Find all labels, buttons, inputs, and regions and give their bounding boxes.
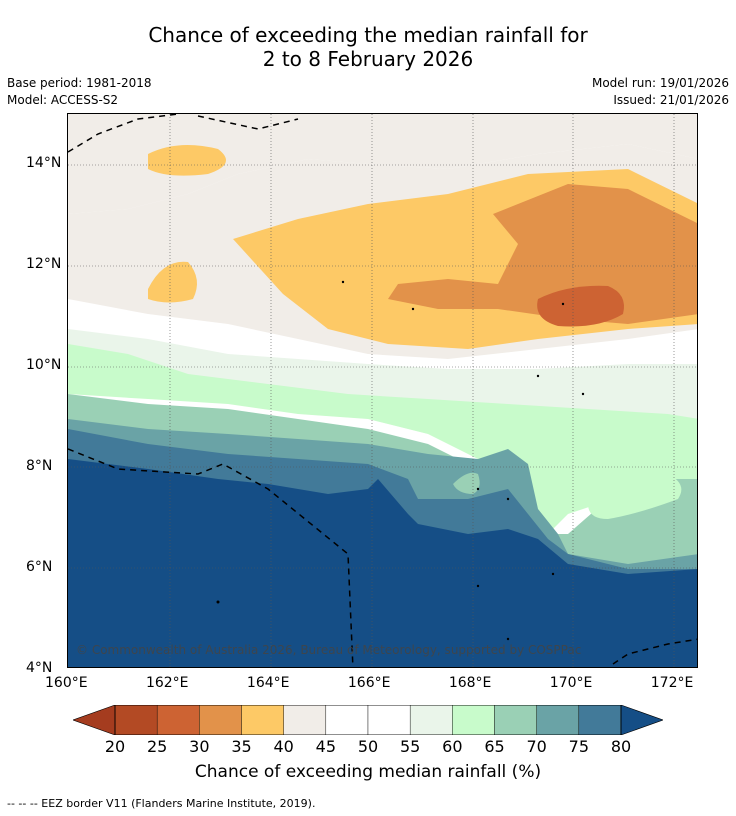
colorbar-tick-label: 25 <box>146 737 168 756</box>
map-canvas <box>68 114 697 667</box>
latitude-label: 10°N <box>26 357 62 374</box>
longitude-label: 164°E <box>246 675 290 691</box>
colorbar-cell <box>199 705 242 735</box>
title-line-2: 2 to 8 February 2026 <box>262 47 474 71</box>
contour-60-island-east <box>588 474 682 519</box>
model-run-text: Model run: 19/01/2026 <box>591 76 729 90</box>
contour-60-65-band <box>68 344 697 534</box>
colorbar-tick-label: 30 <box>189 737 210 756</box>
issued-text: Issued: 21/01/2026 <box>613 93 729 107</box>
latitude-label: 8°N <box>26 458 53 475</box>
contour-55-60-band <box>68 329 697 459</box>
colorbar-tick-label: 70 <box>526 737 547 756</box>
contour-30-35-band <box>388 184 697 324</box>
colorbar-low-arrow <box>73 705 116 735</box>
colorbar-tick-label: 50 <box>357 737 379 756</box>
colorbar-high-arrow <box>620 705 663 735</box>
contour-35-island-north <box>148 145 226 176</box>
colorbar-cell <box>578 705 622 735</box>
colorbar-cell <box>367 705 411 735</box>
colorbar-tick-label: 20 <box>104 737 126 756</box>
colorbar-cell <box>325 705 369 735</box>
copyright-notice: © Commonwealth of Australia 2026, Bureau… <box>76 643 582 657</box>
contour-65-island <box>453 472 480 494</box>
eez-border <box>68 114 697 667</box>
longitude-label: 166°E <box>347 675 391 691</box>
contour-45-north <box>68 114 697 214</box>
contour-35-island-west <box>148 261 197 303</box>
colorbar-cell <box>114 705 158 735</box>
rainfall-map: © Commonwealth of Australia 2026, Bureau… <box>67 113 698 668</box>
islands <box>216 280 585 641</box>
colorbar-title: Chance of exceeding median rainfall (%) <box>194 762 542 782</box>
latitude-label: 14°N <box>26 155 62 172</box>
title-line-1: Chance of exceeding the median rainfall … <box>148 23 588 47</box>
colorbar-cell <box>536 705 580 735</box>
colorbar-frame <box>114 705 622 735</box>
colorbar-cell <box>409 705 453 735</box>
longitude-label: 168°E <box>448 675 492 691</box>
contour-25-30-core <box>537 285 624 327</box>
colorbar-cell <box>156 705 200 735</box>
longitude-label: 162°E <box>145 675 189 691</box>
colorbar-tick-label: 60 <box>442 737 463 756</box>
colorbar-tick-label: 55 <box>399 737 421 756</box>
colorbar-tick-label: 40 <box>273 737 294 756</box>
longitude-label: 172°E <box>650 675 694 691</box>
longitude-label: 170°E <box>549 675 593 691</box>
latitude-label: 6°N <box>26 559 53 576</box>
colorbar-cell <box>241 705 284 735</box>
colorbar <box>73 705 663 735</box>
colorbar-tick-label: 80 <box>610 737 632 756</box>
colorbar-cell <box>283 705 327 735</box>
colorbar-cell <box>494 705 537 735</box>
longitude-label: 160°E <box>45 675 88 691</box>
colorbar-tick-label: 45 <box>315 737 336 756</box>
colorbar-tick-label: 35 <box>231 737 252 756</box>
graticule <box>68 114 697 667</box>
colorbar-tick-label: 75 <box>568 737 589 756</box>
colorbar-cell <box>452 705 495 735</box>
latitude-label: 12°N <box>26 256 62 273</box>
base-period-text: Base period: 1981-2018 <box>7 76 152 90</box>
colorbar-tick-label: 65 <box>484 737 505 756</box>
model-text: Model: ACCESS-S2 <box>7 93 119 107</box>
eez-footer-note: -- -- -- EEZ border V11 (Flanders Marine… <box>7 797 316 810</box>
latitude-label: 4°N <box>26 660 53 676</box>
contour-above-80 <box>68 459 697 667</box>
